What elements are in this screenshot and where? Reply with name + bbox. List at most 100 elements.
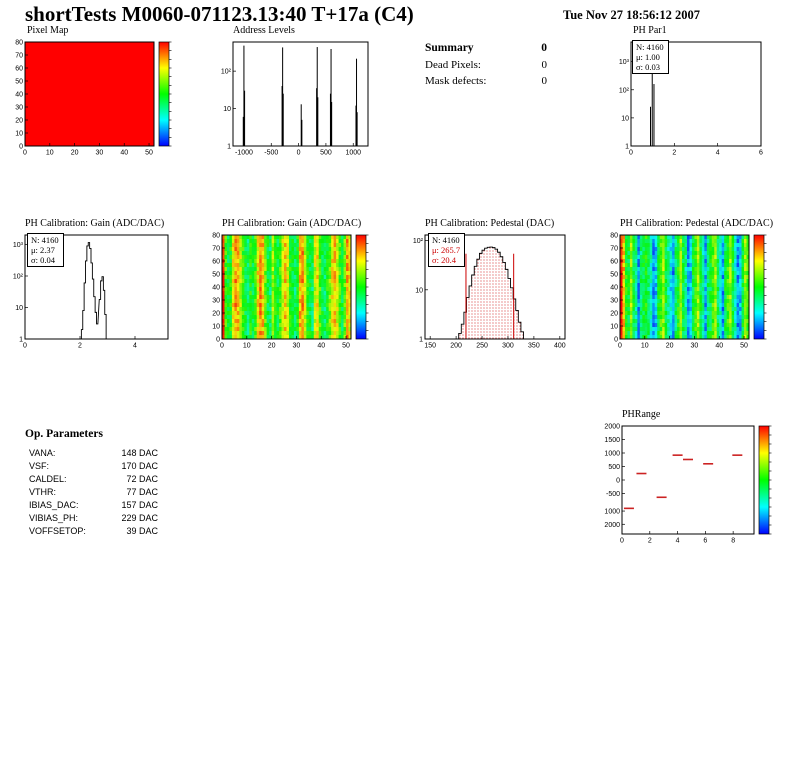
svg-text:10: 10 xyxy=(212,324,220,331)
svg-text:0: 0 xyxy=(297,150,301,157)
svg-text:6: 6 xyxy=(703,538,707,545)
svg-text:10²: 10² xyxy=(13,273,24,280)
stat-n: N: 4160 xyxy=(636,42,664,52)
svg-text:6: 6 xyxy=(759,150,763,157)
svg-text:80: 80 xyxy=(15,40,23,47)
summary-title: Summary xyxy=(425,42,474,54)
pedestal-hist-title: PH Calibration: Pedestal (DAC) xyxy=(425,218,555,229)
svg-text:50: 50 xyxy=(212,272,220,279)
ph-range-title: PHRange xyxy=(622,409,661,420)
op-param-label: IBIAS_DAC: xyxy=(29,500,79,510)
summary-label: Mask defects: xyxy=(425,75,487,87)
svg-text:10²: 10² xyxy=(619,87,630,94)
op-param-row: VTHR: 77 DAC xyxy=(25,486,158,499)
address-levels-title: Address Levels xyxy=(233,25,295,36)
svg-text:1: 1 xyxy=(419,337,423,344)
stat-n: N: 4160 xyxy=(432,235,460,245)
svg-text:0: 0 xyxy=(629,150,633,157)
svg-text:70: 70 xyxy=(610,246,618,253)
gain-map-title: PH Calibration: Gain (ADC/DAC) xyxy=(222,218,362,229)
gain-hist-chart: 0 2 4 10³ 10² 10 1 xyxy=(8,229,172,351)
pedestal-hist-stats-box: N: 4160 μ: 265.7 σ: 20.4 xyxy=(428,233,466,267)
op-param-label: VSF: xyxy=(29,461,50,471)
svg-text:40: 40 xyxy=(15,92,23,99)
op-param-value: 229 DAC xyxy=(121,513,158,523)
svg-text:10: 10 xyxy=(46,150,54,157)
svg-text:0: 0 xyxy=(614,337,618,344)
svg-text:30: 30 xyxy=(293,343,301,350)
svg-text:0: 0 xyxy=(220,343,224,350)
svg-text:60: 60 xyxy=(610,259,618,266)
svg-text:10: 10 xyxy=(415,287,423,294)
svg-text:10²: 10² xyxy=(413,238,424,245)
summary-label: Dead Pixels: xyxy=(425,59,481,71)
pixel-map-title: Pixel Map xyxy=(27,25,69,36)
op-param-row: VOFFSETOP: 39 DAC xyxy=(25,525,158,538)
svg-text:400: 400 xyxy=(554,343,566,350)
svg-text:2: 2 xyxy=(672,150,676,157)
op-param-row: VANA: 148 DAC xyxy=(25,447,158,460)
svg-text:20: 20 xyxy=(71,150,79,157)
svg-text:60: 60 xyxy=(15,66,23,73)
pedestal-map-chart: 0 10 20 30 40 50 0 10 20 30 40 50 60 70 80 xyxy=(603,229,775,351)
svg-text:70: 70 xyxy=(212,246,220,253)
svg-text:150: 150 xyxy=(424,343,436,350)
svg-text:30: 30 xyxy=(15,105,23,112)
stat-sigma: σ: 0.03 xyxy=(636,62,660,72)
svg-text:10: 10 xyxy=(15,131,23,138)
stat-mu: μ: 2.37 xyxy=(31,245,55,255)
op-param-label: VANA: xyxy=(29,448,56,458)
gain-map-chart: 0 10 20 30 40 50 0 10 20 30 40 50 60 70 80 xyxy=(205,229,377,351)
ph-range-chart: 0 2 4 6 8 2000 1500 1000 500 0 -500 1000 2000 xyxy=(598,420,780,546)
svg-text:10³: 10³ xyxy=(13,242,24,249)
svg-text:300: 300 xyxy=(502,343,514,350)
svg-text:40: 40 xyxy=(317,343,325,350)
svg-text:50: 50 xyxy=(740,343,748,350)
pedestal-map-title: PH Calibration: Pedestal (ADC/DAC) xyxy=(620,218,774,229)
summary-value: 0 xyxy=(541,59,548,71)
svg-text:80: 80 xyxy=(610,233,618,240)
summary-row: Mask defects: 0 xyxy=(425,75,547,87)
svg-text:1000: 1000 xyxy=(604,509,620,516)
pedestal-hist-chart: 150 200 250 300 350 400 10² 10 1 xyxy=(408,229,569,351)
svg-text:20: 20 xyxy=(666,343,674,350)
svg-text:-500: -500 xyxy=(606,491,620,498)
svg-text:40: 40 xyxy=(715,343,723,350)
svg-text:1: 1 xyxy=(625,144,629,151)
svg-text:10: 10 xyxy=(243,343,251,350)
svg-text:350: 350 xyxy=(528,343,540,350)
pixel-map-chart: 0 10 20 30 40 50 0 10 20 30 40 50 60 70 80 xyxy=(8,36,180,158)
stat-mu: μ: 1.00 xyxy=(636,52,660,62)
svg-text:60: 60 xyxy=(212,259,220,266)
stat-sigma: σ: 0.04 xyxy=(31,255,55,265)
svg-text:0: 0 xyxy=(23,343,27,350)
svg-text:2: 2 xyxy=(78,343,82,350)
ph-par1-title: PH Par1 xyxy=(633,25,667,36)
svg-text:80: 80 xyxy=(212,233,220,240)
svg-text:20: 20 xyxy=(15,118,23,125)
svg-text:-1000: -1000 xyxy=(235,150,253,157)
svg-text:0: 0 xyxy=(620,538,624,545)
op-param-row: IBIAS_DAC: 157 DAC xyxy=(25,499,158,512)
svg-text:4: 4 xyxy=(676,538,680,545)
svg-text:40: 40 xyxy=(610,285,618,292)
timestamp: Tue Nov 27 18:56:12 2007 xyxy=(563,8,701,22)
svg-text:40: 40 xyxy=(120,150,128,157)
svg-text:2000: 2000 xyxy=(604,522,620,529)
gain-hist-title: PH Calibration: Gain (ADC/DAC) xyxy=(25,218,165,229)
svg-text:10²: 10² xyxy=(221,69,232,76)
summary-value: 0 xyxy=(541,75,548,87)
summary-row: Dead Pixels: 0 xyxy=(425,59,547,71)
svg-text:8: 8 xyxy=(731,538,735,545)
svg-text:40: 40 xyxy=(212,285,220,292)
op-param-value: 170 DAC xyxy=(121,461,158,471)
svg-text:10: 10 xyxy=(610,324,618,331)
summary-total: 0 xyxy=(541,42,547,54)
svg-text:50: 50 xyxy=(342,343,350,350)
stat-n: N: 4160 xyxy=(31,235,59,245)
svg-text:1: 1 xyxy=(227,144,231,151)
svg-text:1500: 1500 xyxy=(604,437,620,444)
svg-text:30: 30 xyxy=(96,150,104,157)
svg-text:20: 20 xyxy=(268,343,276,350)
